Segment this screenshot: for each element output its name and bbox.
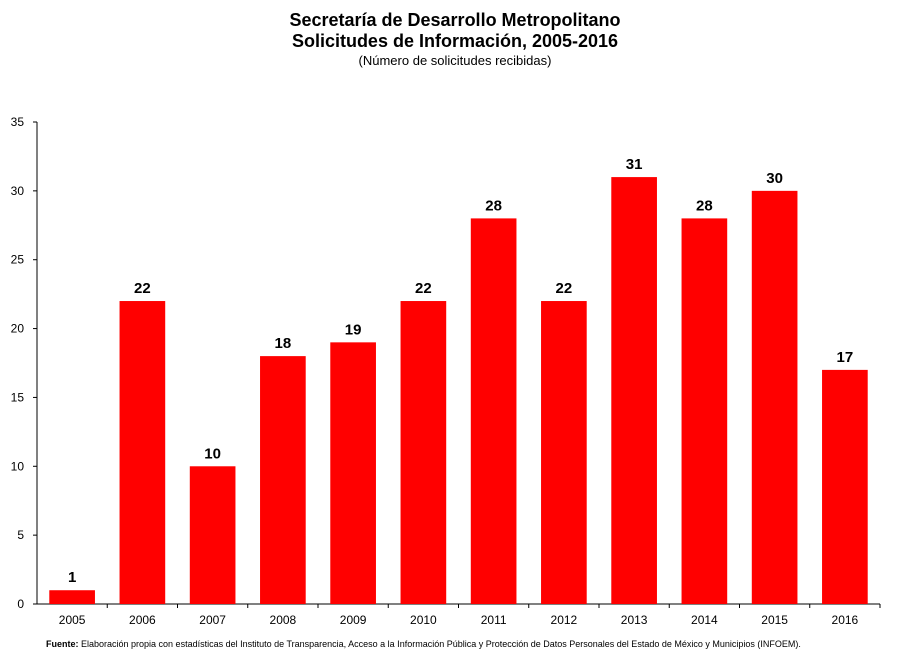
data-label: 19 xyxy=(345,321,362,338)
x-tick-label: 2010 xyxy=(410,613,437,627)
y-tick-label: 0 xyxy=(17,597,24,611)
data-label: 17 xyxy=(837,349,854,366)
x-tick-label: 2011 xyxy=(481,613,507,627)
data-label: 22 xyxy=(134,280,151,297)
chart-subtitle: (Número de solicitudes recibidas) xyxy=(358,53,552,68)
bar xyxy=(822,369,868,604)
bar xyxy=(119,301,166,604)
data-label: 22 xyxy=(415,280,432,297)
x-tick-label: 2007 xyxy=(199,613,226,627)
bar xyxy=(400,301,447,604)
source-note: Fuente: Elaboración propia con estadísti… xyxy=(46,639,801,649)
bar xyxy=(330,342,376,604)
bar xyxy=(49,590,95,604)
data-label: 18 xyxy=(275,335,292,352)
bar xyxy=(751,190,798,604)
x-tick-label: 2015 xyxy=(761,613,788,627)
x-tick-label: 2012 xyxy=(551,613,578,627)
data-label: 10 xyxy=(204,445,221,462)
data-label: 31 xyxy=(626,156,643,173)
x-tick-label: 2008 xyxy=(270,613,297,627)
chart-title: Secretaría de Desarrollo Metropolitano xyxy=(289,10,621,30)
chart-subtitle-line: Solicitudes de Información, 2005-2016 xyxy=(291,31,619,51)
y-tick-label: 20 xyxy=(11,322,25,336)
data-label: 22 xyxy=(556,280,573,297)
x-tick-label: 2005 xyxy=(59,613,86,627)
x-tick-label: 2006 xyxy=(129,613,156,627)
data-label: 28 xyxy=(485,197,502,214)
source-label: Fuente: xyxy=(46,639,79,649)
y-tick-label: 35 xyxy=(11,115,25,129)
x-tick-label: 2014 xyxy=(691,613,718,627)
x-tick-label: 2016 xyxy=(832,613,859,627)
y-tick-label: 25 xyxy=(11,253,25,267)
bar xyxy=(681,218,728,604)
y-tick-label: 30 xyxy=(11,184,25,198)
bar xyxy=(611,177,657,605)
data-label: 28 xyxy=(696,197,713,214)
bar xyxy=(260,356,306,604)
bar xyxy=(470,218,517,604)
bar xyxy=(189,466,236,604)
bar xyxy=(541,301,587,604)
source-text: Elaboración propia con estadísticas del … xyxy=(78,639,801,649)
y-tick-label: 15 xyxy=(11,390,25,404)
x-tick-label: 2009 xyxy=(340,613,367,627)
data-label: 30 xyxy=(766,170,783,187)
y-tick-label: 5 xyxy=(17,528,24,542)
y-tick-label: 10 xyxy=(11,459,25,473)
data-label: 1 xyxy=(68,569,76,586)
x-tick-label: 2013 xyxy=(621,613,648,627)
